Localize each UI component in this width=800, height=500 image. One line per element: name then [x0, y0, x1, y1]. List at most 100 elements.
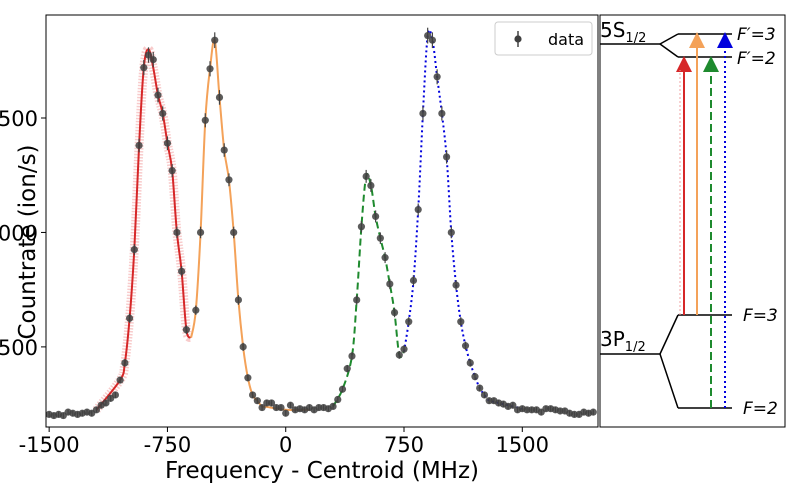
- data-point: [395, 351, 403, 359]
- data-point: [353, 296, 361, 304]
- data-point: [414, 205, 422, 214]
- data-point: [225, 176, 233, 184]
- data-point: [144, 51, 153, 59]
- data-point: [509, 401, 517, 409]
- data-point: [163, 139, 172, 147]
- data-point: [343, 365, 351, 373]
- upper-state-subscript: 1/2: [625, 31, 646, 46]
- data-point: [461, 342, 470, 350]
- data-point: [92, 406, 101, 414]
- upper-split-line-top: [659, 33, 679, 45]
- diagram-frame: [599, 14, 786, 428]
- data-point: [419, 109, 427, 118]
- data-point: [329, 402, 337, 410]
- data-point: [140, 64, 148, 72]
- level-f-3-label: F=3: [743, 306, 778, 326]
- legend-box: [494, 21, 593, 56]
- data-point: [196, 228, 205, 237]
- data-point: [125, 314, 134, 322]
- data-point: [348, 352, 356, 360]
- data-point: [178, 267, 186, 275]
- y-tick-label: 1000: [0, 221, 38, 245]
- data-point: [433, 73, 441, 81]
- data-point: [405, 318, 413, 326]
- legend: data: [494, 21, 593, 56]
- data-point: [135, 141, 143, 150]
- level-f-2-label: F=2: [743, 399, 778, 419]
- data-point: [452, 281, 460, 289]
- data-point: [192, 306, 200, 314]
- data-point: [400, 345, 408, 353]
- x-tick-label: 1500: [496, 433, 549, 457]
- data-point: [211, 36, 219, 44]
- x-tick-label: -750: [144, 433, 192, 457]
- lower-state-name: 3P: [600, 327, 625, 351]
- level-f-prime-2-label: F′=2: [737, 49, 776, 69]
- lower-state-subscript: 1/2: [625, 340, 646, 355]
- data-point: [390, 308, 399, 317]
- data-point: [234, 296, 243, 304]
- data-point: [428, 36, 436, 44]
- legend-label: data: [548, 30, 584, 49]
- energy-level-diagram: 5S1/2 F′=3 F′=2 3P1/2 F=3 F=2: [599, 14, 786, 428]
- data-point: [442, 153, 451, 161]
- data-point: [215, 93, 224, 101]
- y-tick-label: 1500: [0, 107, 38, 131]
- x-axis-ticks: -1500 -750 0 750 1500: [19, 427, 549, 457]
- y-axis-label: Countrate (ion/s): [15, 144, 41, 339]
- data-point: [154, 91, 162, 99]
- data-point: [220, 146, 228, 154]
- data-point: [239, 343, 247, 351]
- data-point: [201, 116, 209, 124]
- data-point: [102, 399, 110, 407]
- data-point: [480, 391, 489, 399]
- data-point: [286, 401, 295, 409]
- data-point: [447, 228, 455, 237]
- data-point: [121, 359, 129, 367]
- y-axis-ticks: 500 1000 1500: [0, 107, 46, 360]
- data-point: [457, 318, 465, 326]
- data-point: [438, 109, 446, 118]
- data-points: [46, 27, 597, 420]
- x-tick-label: -1500: [19, 433, 80, 457]
- data-point: [258, 403, 266, 412]
- plot-frame: [45, 14, 599, 428]
- data-point: [362, 172, 370, 180]
- main-plot: -1500 -750 0 750 1500 500 1000 1500 Frequency …: [0, 14, 599, 484]
- data-point: [130, 246, 138, 254]
- x-tick-label: 0: [279, 433, 292, 457]
- data-point: [249, 391, 257, 399]
- level-f-prime-3-label: F′=3: [737, 25, 776, 45]
- data-point: [173, 228, 181, 237]
- data-point: [182, 326, 190, 334]
- data-point: [372, 212, 380, 221]
- data-point: [168, 167, 176, 175]
- upper-state-label: 5S1/2: [600, 18, 646, 46]
- data-point: [277, 403, 285, 412]
- data-point: [471, 373, 479, 381]
- data-point: [282, 409, 290, 417]
- fit-curve-transition-2: [190, 38, 310, 412]
- legend-marker-icon: [514, 35, 522, 43]
- y-tick-label: 500: [0, 336, 38, 360]
- data-point: [381, 254, 389, 262]
- data-point: [116, 376, 124, 384]
- fit-curve-transition-3: [332, 172, 405, 407]
- lower-split-line-top: [659, 314, 679, 355]
- data-point: [367, 181, 375, 190]
- data-point: [230, 228, 238, 237]
- fit-curves: [92, 28, 523, 413]
- data-point: [409, 276, 418, 285]
- data-point: [338, 385, 347, 393]
- data-point: [111, 391, 119, 399]
- lower-state-label: 3P1/2: [600, 327, 646, 355]
- data-point: [376, 234, 384, 242]
- lower-split-line-bottom: [659, 353, 679, 409]
- fit-curve-transition-4: [403, 28, 523, 410]
- data-point: [267, 399, 276, 407]
- data-point: [386, 280, 394, 288]
- x-axis-label: Frequency - Centroid (MHz): [165, 458, 479, 484]
- data-point: [206, 65, 214, 73]
- data-point: [466, 359, 474, 367]
